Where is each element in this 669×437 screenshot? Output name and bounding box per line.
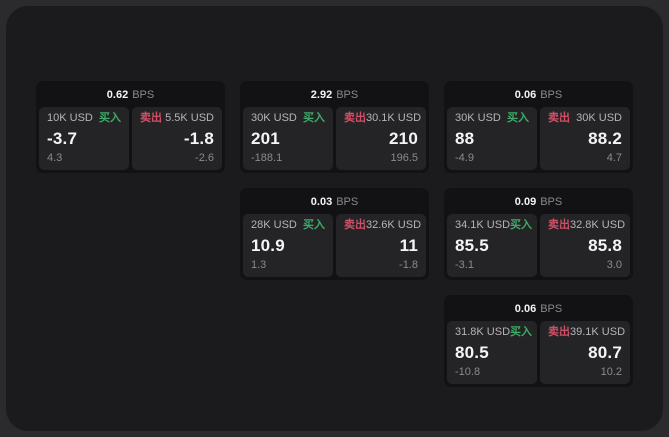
quote-card-grid: 0.62 BPS 10K USD 买入 -3.7 4.3 卖出 5.5K USD xyxy=(36,81,633,387)
sell-cell[interactable]: 卖出 30.1K USD 210 196.5 xyxy=(336,107,426,170)
bps-unit-label: BPS xyxy=(540,196,563,208)
sell-tag: 卖出 xyxy=(548,112,570,124)
sell-size: 30.1K USD xyxy=(366,112,422,124)
bps-unit-label: BPS xyxy=(540,303,563,315)
quote-card[interactable]: 0.62 BPS 10K USD 买入 -3.7 4.3 卖出 5.5K USD xyxy=(36,81,225,173)
sell-price: 85.8 xyxy=(588,236,622,255)
bps-header: 0.62 BPS xyxy=(39,86,222,105)
quote-card[interactable]: 0.06 BPS 31.8K USD 买入 80.5 -10.8 卖出 39.1… xyxy=(444,295,633,387)
bps-value: 0.06 xyxy=(514,303,537,315)
buy-price: 85.5 xyxy=(455,236,489,255)
sell-cell[interactable]: 卖出 32.6K USD 11 -1.8 xyxy=(336,214,426,277)
sell-delta: 4.7 xyxy=(606,152,622,164)
buy-delta: -3.1 xyxy=(455,259,474,271)
buy-size: 30K USD xyxy=(455,112,501,124)
bps-value: 0.03 xyxy=(310,196,333,208)
buy-delta: -4.9 xyxy=(455,152,474,164)
sell-size: 39.1K USD xyxy=(570,326,626,338)
bps-value: 0.06 xyxy=(514,89,537,101)
buy-tag: 买入 xyxy=(507,112,529,124)
sell-size: 30K USD xyxy=(576,112,622,124)
buy-delta: -188.1 xyxy=(251,152,283,164)
buy-size: 31.8K USD xyxy=(455,326,511,338)
sell-delta: -1.8 xyxy=(399,259,418,271)
buy-cell[interactable]: 10K USD 买入 -3.7 4.3 xyxy=(39,107,129,170)
sell-tag: 卖出 xyxy=(344,112,366,124)
quote-card[interactable]: 2.92 BPS 30K USD 买入 201 -188.1 卖出 30.1K … xyxy=(240,81,429,173)
bps-header: 0.06 BPS xyxy=(447,300,630,319)
sell-cell[interactable]: 卖出 32.8K USD 85.8 3.0 xyxy=(540,214,630,277)
sell-tag: 卖出 xyxy=(548,219,570,231)
buy-price: 201 xyxy=(251,129,280,148)
sell-price: 80.7 xyxy=(588,343,622,362)
buy-size: 30K USD xyxy=(251,112,297,124)
sell-tag: 卖出 xyxy=(140,112,162,124)
main-panel: 0.62 BPS 10K USD 买入 -3.7 4.3 卖出 5.5K USD xyxy=(6,6,663,431)
bps-header: 0.06 BPS xyxy=(447,86,630,105)
buy-size: 34.1K USD xyxy=(455,219,511,231)
buy-cell[interactable]: 34.1K USD 买入 85.5 -3.1 xyxy=(447,214,537,277)
bps-header: 2.92 BPS xyxy=(243,86,426,105)
buy-delta: 4.3 xyxy=(47,152,63,164)
bps-value: 0.62 xyxy=(106,89,129,101)
bps-value: 2.92 xyxy=(310,89,333,101)
buy-price: -3.7 xyxy=(47,129,78,148)
buy-tag: 买入 xyxy=(510,326,533,338)
buy-cell[interactable]: 30K USD 买入 88 -4.9 xyxy=(447,107,537,170)
sell-price: 210 xyxy=(389,129,418,148)
bps-header: 0.03 BPS xyxy=(243,193,426,212)
buy-delta: -10.8 xyxy=(455,366,481,378)
bps-value: 0.09 xyxy=(514,196,537,208)
sell-tag: 卖出 xyxy=(548,326,570,338)
sell-price: -1.8 xyxy=(183,129,214,148)
bps-unit-label: BPS xyxy=(336,196,359,208)
sell-delta: 3.0 xyxy=(606,259,622,271)
sell-tag: 卖出 xyxy=(344,219,366,231)
bps-unit-label: BPS xyxy=(540,89,563,101)
buy-price: 10.9 xyxy=(251,236,285,255)
sell-cell[interactable]: 卖出 30K USD 88.2 4.7 xyxy=(540,107,630,170)
buy-price: 88 xyxy=(455,129,475,148)
sell-delta: -2.6 xyxy=(195,152,214,164)
sell-size: 32.8K USD xyxy=(570,219,626,231)
sell-size: 32.6K USD xyxy=(366,219,422,231)
sell-delta: 10.2 xyxy=(600,366,622,378)
sell-delta: 196.5 xyxy=(390,152,418,164)
sell-price: 11 xyxy=(399,236,418,255)
sell-cell[interactable]: 卖出 39.1K USD 80.7 10.2 xyxy=(540,321,630,384)
sell-size: 5.5K USD xyxy=(165,112,214,124)
sell-price: 88.2 xyxy=(588,129,622,148)
buy-delta: 1.3 xyxy=(251,259,267,271)
buy-size: 28K USD xyxy=(251,219,297,231)
buy-tag: 买入 xyxy=(510,219,533,231)
buy-size: 10K USD xyxy=(47,112,93,124)
buy-cell[interactable]: 31.8K USD 买入 80.5 -10.8 xyxy=(447,321,537,384)
buy-price: 80.5 xyxy=(455,343,489,362)
sell-cell[interactable]: 卖出 5.5K USD -1.8 -2.6 xyxy=(132,107,222,170)
buy-cell[interactable]: 30K USD 买入 201 -188.1 xyxy=(243,107,333,170)
bps-unit-label: BPS xyxy=(336,89,359,101)
buy-tag: 买入 xyxy=(99,112,121,124)
quote-card[interactable]: 0.06 BPS 30K USD 买入 88 -4.9 卖出 30K USD xyxy=(444,81,633,173)
buy-cell[interactable]: 28K USD 买入 10.9 1.3 xyxy=(243,214,333,277)
buy-tag: 买入 xyxy=(303,219,325,231)
bps-unit-label: BPS xyxy=(132,89,155,101)
quote-card[interactable]: 0.09 BPS 34.1K USD 买入 85.5 -3.1 卖出 32.8K… xyxy=(444,188,633,280)
buy-tag: 买入 xyxy=(303,112,325,124)
bps-header: 0.09 BPS xyxy=(447,193,630,212)
quote-card[interactable]: 0.03 BPS 28K USD 买入 10.9 1.3 卖出 32.6K US… xyxy=(240,188,429,280)
